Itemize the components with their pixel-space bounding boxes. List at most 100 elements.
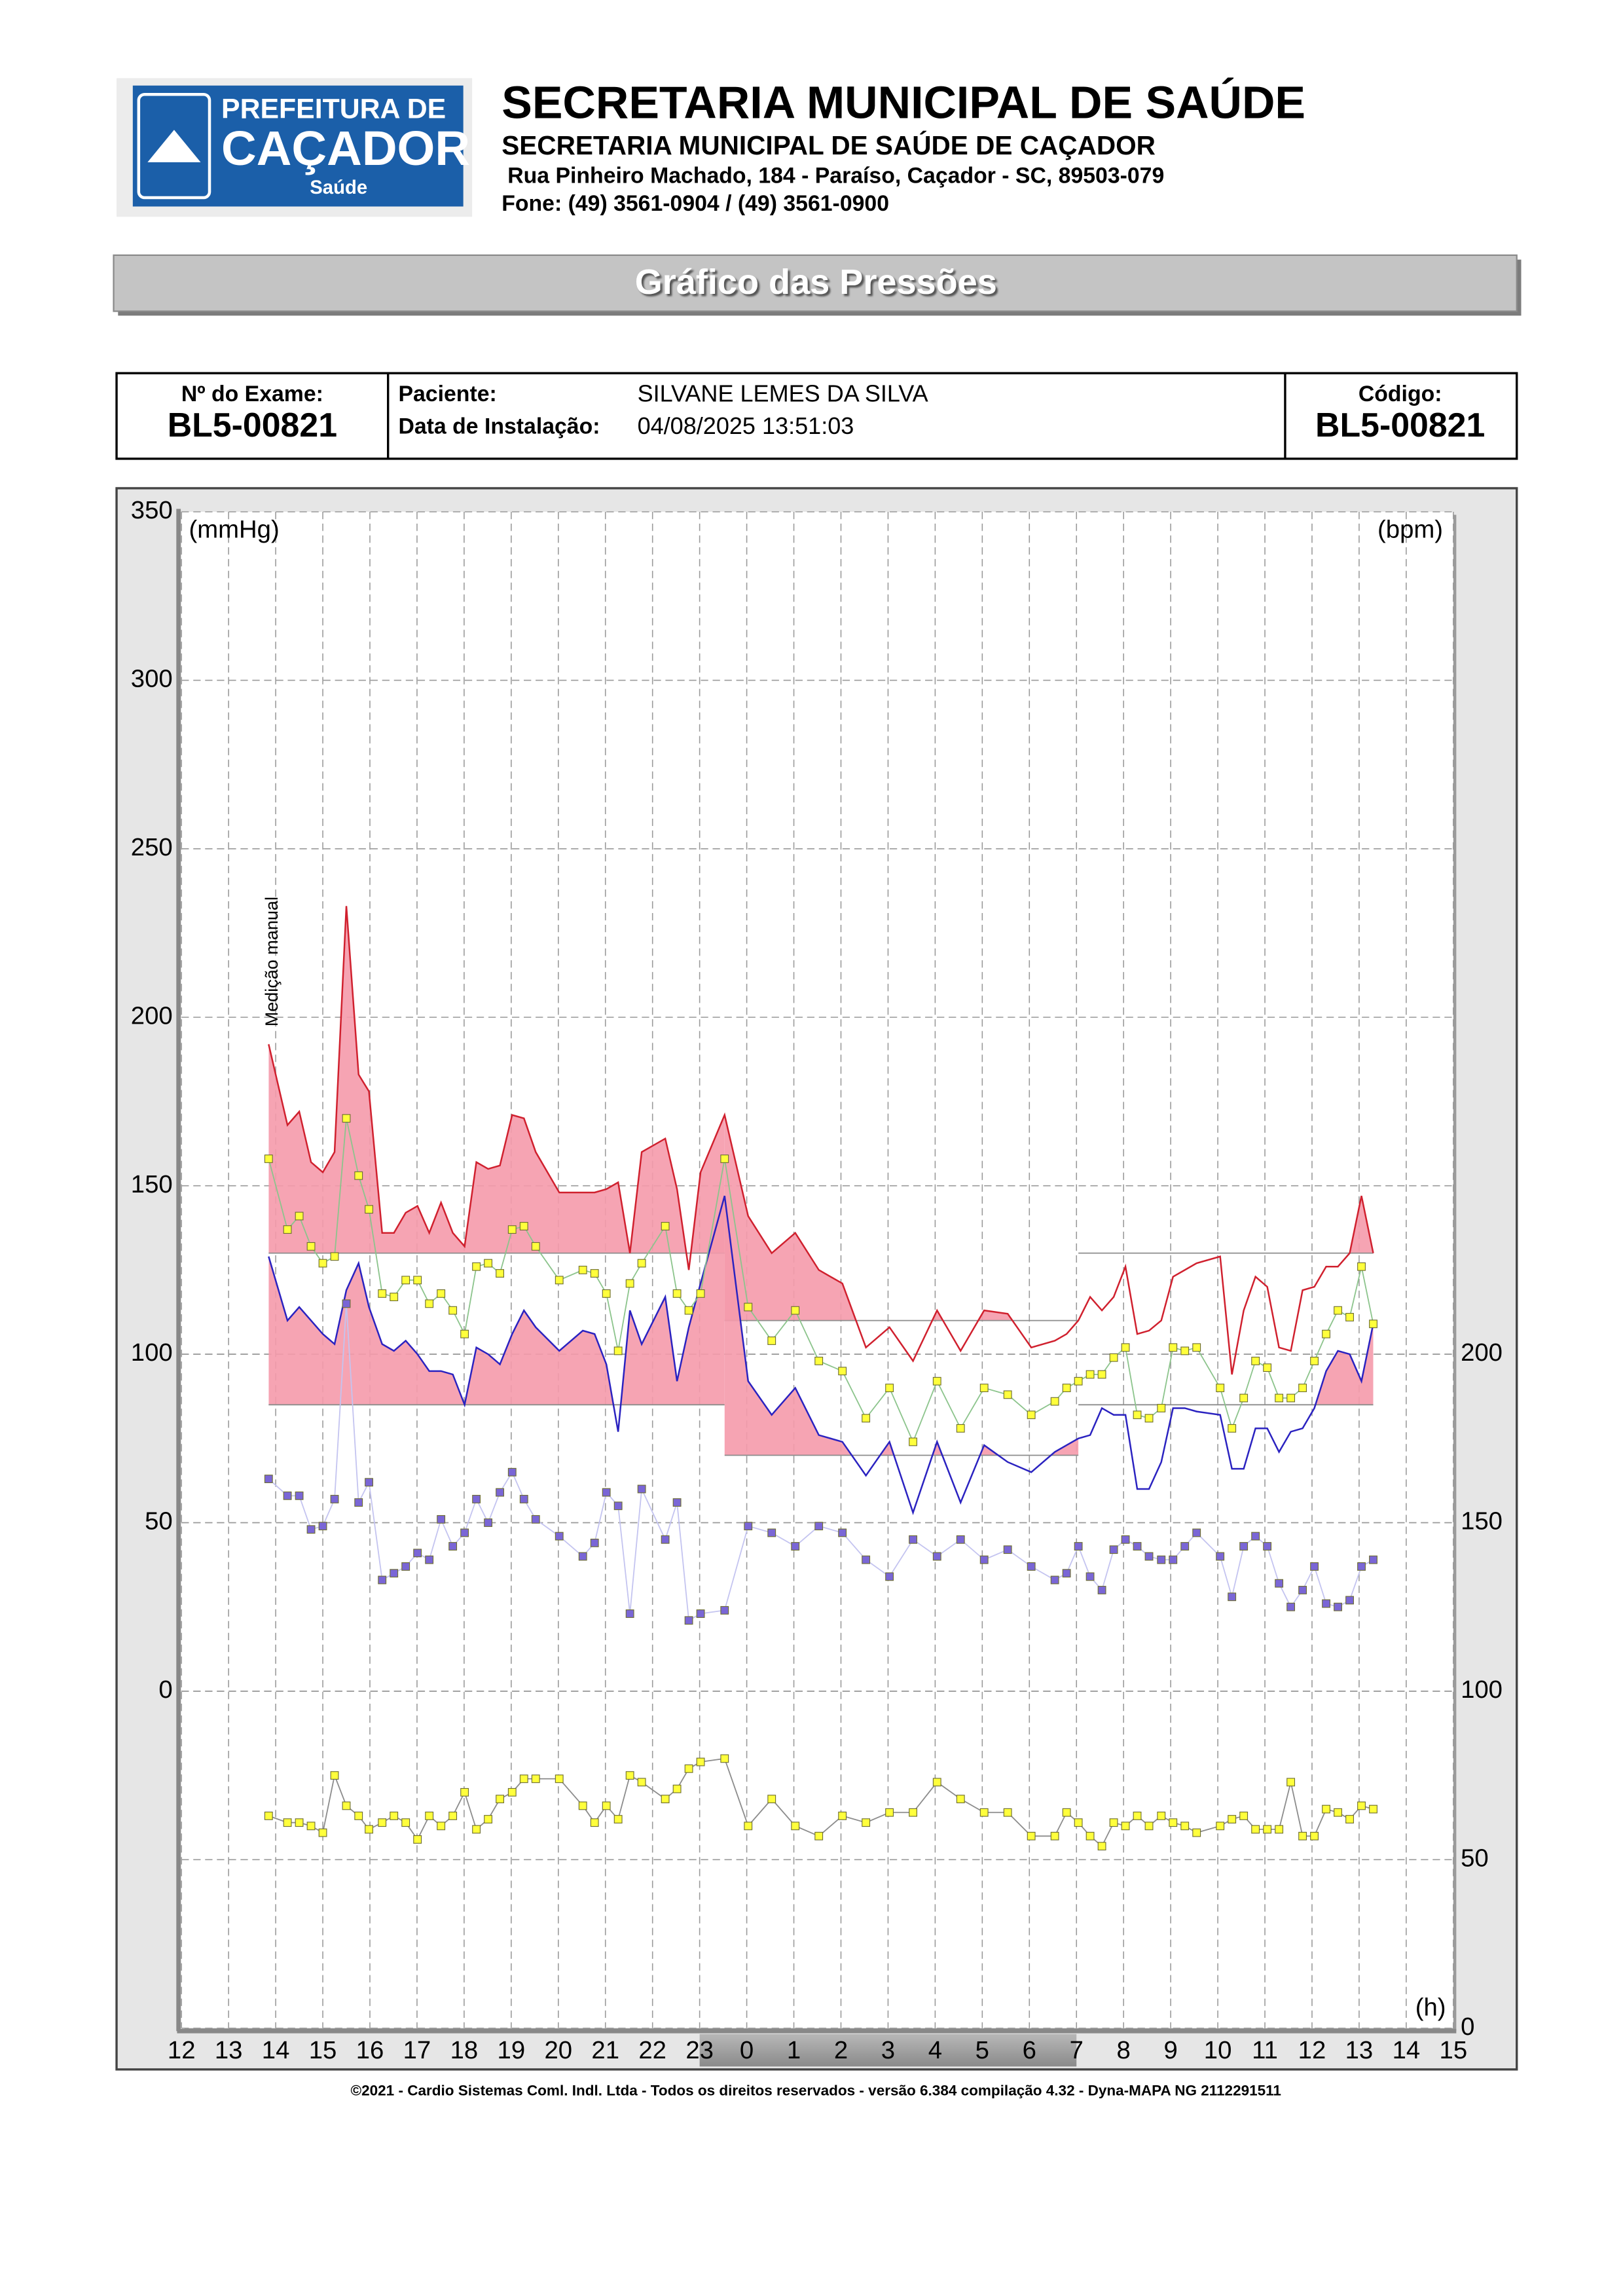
series-line <box>268 906 1374 1375</box>
marker <box>306 1525 316 1534</box>
marker <box>531 1774 540 1784</box>
marker <box>460 1329 469 1338</box>
y-tick-label: 50 <box>145 1507 173 1535</box>
marker <box>578 1801 587 1810</box>
banner <box>113 254 1518 312</box>
header-subtitle: SECRETARIA MUNICIPAL DE SAÚDE DE CAÇADOR <box>501 130 1156 160</box>
y2-tick-label: 0 <box>1461 2013 1474 2041</box>
marker <box>684 1306 693 1315</box>
marker <box>1216 1552 1225 1561</box>
x-tick-label: 10 <box>1204 2036 1232 2064</box>
marker <box>1286 1778 1296 1787</box>
marker <box>1074 1542 1083 1551</box>
marker <box>264 1155 273 1163</box>
marker <box>1345 1815 1354 1823</box>
marker <box>448 1542 458 1551</box>
marker <box>1003 1808 1012 1817</box>
marker <box>672 1498 682 1507</box>
header-address: Rua Pinheiro Machado, 184 - Paraíso, Caç… <box>507 163 1164 188</box>
x-tick-label: 16 <box>356 2036 384 2064</box>
marker <box>318 1522 327 1531</box>
marker <box>390 1569 399 1578</box>
marker <box>295 1818 304 1827</box>
marker <box>613 1346 623 1355</box>
y-axis-label: (mmHg) <box>189 515 279 543</box>
marker <box>1097 1586 1106 1594</box>
marker <box>838 1811 847 1820</box>
info-value: SILVANE LEMES DA SILVA <box>638 380 928 406</box>
marker <box>437 1289 446 1298</box>
marker <box>1322 1804 1330 1814</box>
marker <box>342 1299 351 1308</box>
marker <box>1263 1825 1272 1834</box>
marker <box>885 1384 894 1392</box>
marker <box>1109 1545 1118 1554</box>
x-tick-label: 6 <box>1023 2036 1036 2064</box>
marker <box>1251 1356 1260 1365</box>
marker <box>413 1835 422 1844</box>
marker <box>590 1538 599 1547</box>
marker <box>1310 1831 1319 1840</box>
marker <box>1074 1818 1083 1827</box>
marker <box>814 1831 824 1840</box>
marker <box>306 1821 316 1831</box>
marker <box>1263 1363 1272 1372</box>
threshold-fill <box>1078 1323 1374 1405</box>
marker <box>555 1774 564 1784</box>
marker <box>720 1754 729 1763</box>
marker <box>625 1771 634 1780</box>
y2-tick-label: 100 <box>1461 1676 1503 1704</box>
marker <box>1251 1532 1260 1541</box>
marker <box>672 1784 682 1793</box>
marker <box>661 1795 670 1804</box>
marker <box>1157 1555 1166 1564</box>
x-tick-label: 14 <box>262 2036 290 2064</box>
marker <box>956 1795 965 1804</box>
x-tick-label: 13 <box>215 2036 243 2064</box>
marker <box>318 1828 327 1837</box>
marker <box>956 1535 965 1544</box>
marker <box>365 1825 373 1834</box>
info-value: 04/08/2025 13:51:03 <box>638 412 854 439</box>
marker <box>696 1289 705 1298</box>
marker <box>437 1515 446 1524</box>
marker <box>661 1535 670 1544</box>
marker <box>306 1242 316 1251</box>
marker <box>472 1825 481 1834</box>
marker <box>1263 1542 1272 1551</box>
marker <box>1192 1828 1201 1837</box>
fills <box>268 906 1374 1456</box>
threshold-fill <box>268 1196 725 1405</box>
marker <box>1085 1572 1095 1581</box>
marker <box>496 1795 504 1804</box>
y-tick-label: 0 <box>158 1676 172 1704</box>
marker <box>791 1542 800 1551</box>
marker <box>1109 1818 1118 1827</box>
marker <box>1169 1818 1178 1827</box>
marker <box>507 1225 517 1234</box>
marker <box>720 1155 729 1163</box>
marker <box>979 1555 989 1564</box>
marker <box>590 1818 599 1827</box>
marker <box>1310 1356 1319 1365</box>
marker <box>472 1495 481 1503</box>
marker <box>862 1414 871 1423</box>
marker <box>283 1491 292 1500</box>
y-tick-label: 200 <box>131 1001 173 1030</box>
logo-text: Saúde <box>310 177 367 198</box>
marker <box>507 1787 517 1797</box>
marker <box>1275 1393 1284 1403</box>
x-tick-label: 17 <box>403 2036 431 2064</box>
marker <box>425 1811 434 1820</box>
marker <box>838 1367 847 1376</box>
y-tick-label: 100 <box>131 1338 173 1367</box>
marker <box>814 1522 824 1531</box>
x-tick-label: 13 <box>1345 2036 1374 2064</box>
marker <box>744 1522 753 1531</box>
sleep-band <box>699 2034 1077 2067</box>
marker <box>1133 1542 1142 1551</box>
x-tick-label: 21 <box>591 2036 619 2064</box>
threshold-fill <box>268 906 725 1253</box>
